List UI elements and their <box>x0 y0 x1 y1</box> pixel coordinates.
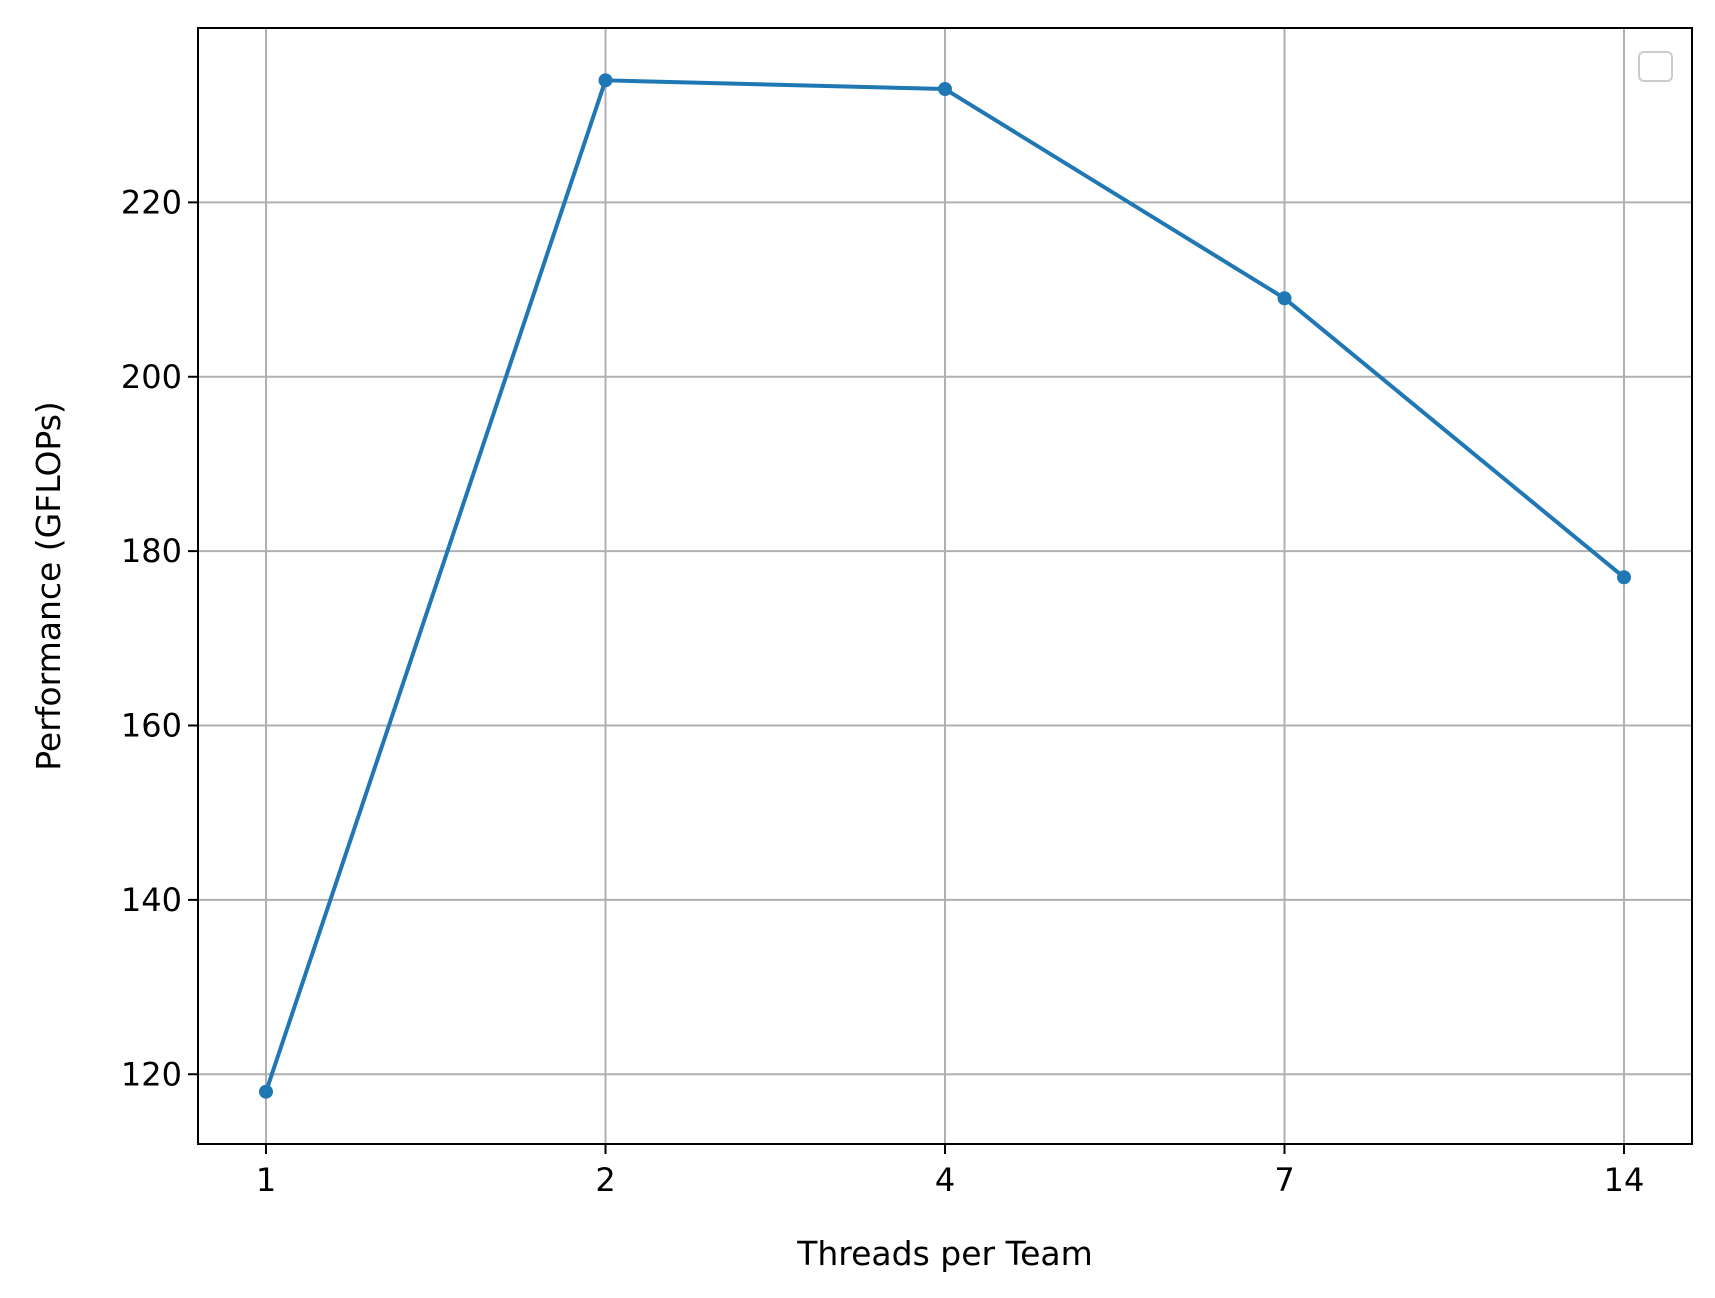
y-tick-label: 180 <box>121 532 182 570</box>
x-tick-label: 4 <box>935 1161 955 1199</box>
x-tick-label: 14 <box>1604 1161 1645 1199</box>
x-tick-label: 2 <box>595 1161 615 1199</box>
series-layer <box>259 73 1631 1099</box>
data-point <box>1617 570 1631 585</box>
x-axis-label: Threads per Team <box>796 1234 1093 1273</box>
data-point <box>259 1084 273 1099</box>
y-tick-label: 220 <box>121 183 182 221</box>
legend-box <box>1638 51 1673 82</box>
y-tick-label: 200 <box>121 358 182 396</box>
y-tick-label: 160 <box>121 707 182 745</box>
grid-lines <box>198 28 1692 1144</box>
x-tick-label: 7 <box>1274 1161 1294 1199</box>
y-tick-label: 140 <box>121 881 182 919</box>
y-axis: 120 140 160 180 200 220 <box>121 183 198 1093</box>
y-axis-label: Performance (GFLOPs) <box>29 401 68 771</box>
data-point <box>598 73 613 88</box>
x-axis: 1 2 4 7 14 <box>256 1144 1645 1199</box>
data-point <box>938 82 952 97</box>
data-point <box>1277 291 1292 306</box>
y-tick-label: 120 <box>121 1055 182 1093</box>
x-tick-label: 1 <box>256 1161 276 1199</box>
